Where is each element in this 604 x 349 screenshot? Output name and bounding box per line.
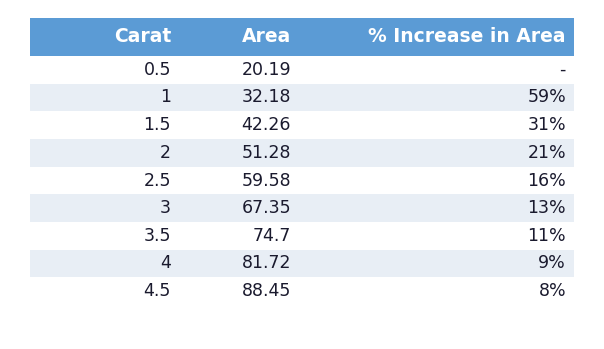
Text: 13%: 13%: [527, 199, 566, 217]
Text: 81.72: 81.72: [242, 254, 291, 273]
Text: 2.5: 2.5: [144, 171, 171, 190]
Text: 88.45: 88.45: [242, 282, 291, 300]
Text: 3: 3: [160, 199, 171, 217]
Text: 31%: 31%: [527, 116, 566, 134]
FancyBboxPatch shape: [30, 222, 574, 250]
Text: 9%: 9%: [538, 254, 566, 273]
Text: % Increase in Area: % Increase in Area: [368, 28, 566, 46]
Text: 74.7: 74.7: [252, 227, 291, 245]
Text: 2: 2: [160, 144, 171, 162]
Text: 0.5: 0.5: [144, 61, 171, 79]
FancyBboxPatch shape: [30, 139, 574, 167]
Text: 20.19: 20.19: [242, 61, 291, 79]
FancyBboxPatch shape: [30, 84, 574, 111]
Text: 59.58: 59.58: [242, 171, 291, 190]
FancyBboxPatch shape: [30, 194, 574, 222]
Text: 67.35: 67.35: [242, 199, 291, 217]
Text: Carat: Carat: [114, 28, 171, 46]
FancyBboxPatch shape: [30, 18, 574, 56]
Text: 4: 4: [160, 254, 171, 273]
Text: Area: Area: [242, 28, 291, 46]
Text: 51.28: 51.28: [242, 144, 291, 162]
FancyBboxPatch shape: [30, 111, 574, 139]
FancyBboxPatch shape: [30, 277, 574, 305]
FancyBboxPatch shape: [30, 167, 574, 194]
Text: 32.18: 32.18: [242, 89, 291, 106]
Text: 21%: 21%: [527, 144, 566, 162]
FancyBboxPatch shape: [30, 250, 574, 277]
Text: 1.5: 1.5: [144, 116, 171, 134]
Text: 8%: 8%: [538, 282, 566, 300]
Text: 1: 1: [160, 89, 171, 106]
Text: 4.5: 4.5: [144, 282, 171, 300]
Text: 16%: 16%: [527, 171, 566, 190]
Text: -: -: [560, 61, 566, 79]
Text: 3.5: 3.5: [144, 227, 171, 245]
Text: 59%: 59%: [527, 89, 566, 106]
Text: 11%: 11%: [527, 227, 566, 245]
Text: 42.26: 42.26: [242, 116, 291, 134]
FancyBboxPatch shape: [30, 56, 574, 84]
